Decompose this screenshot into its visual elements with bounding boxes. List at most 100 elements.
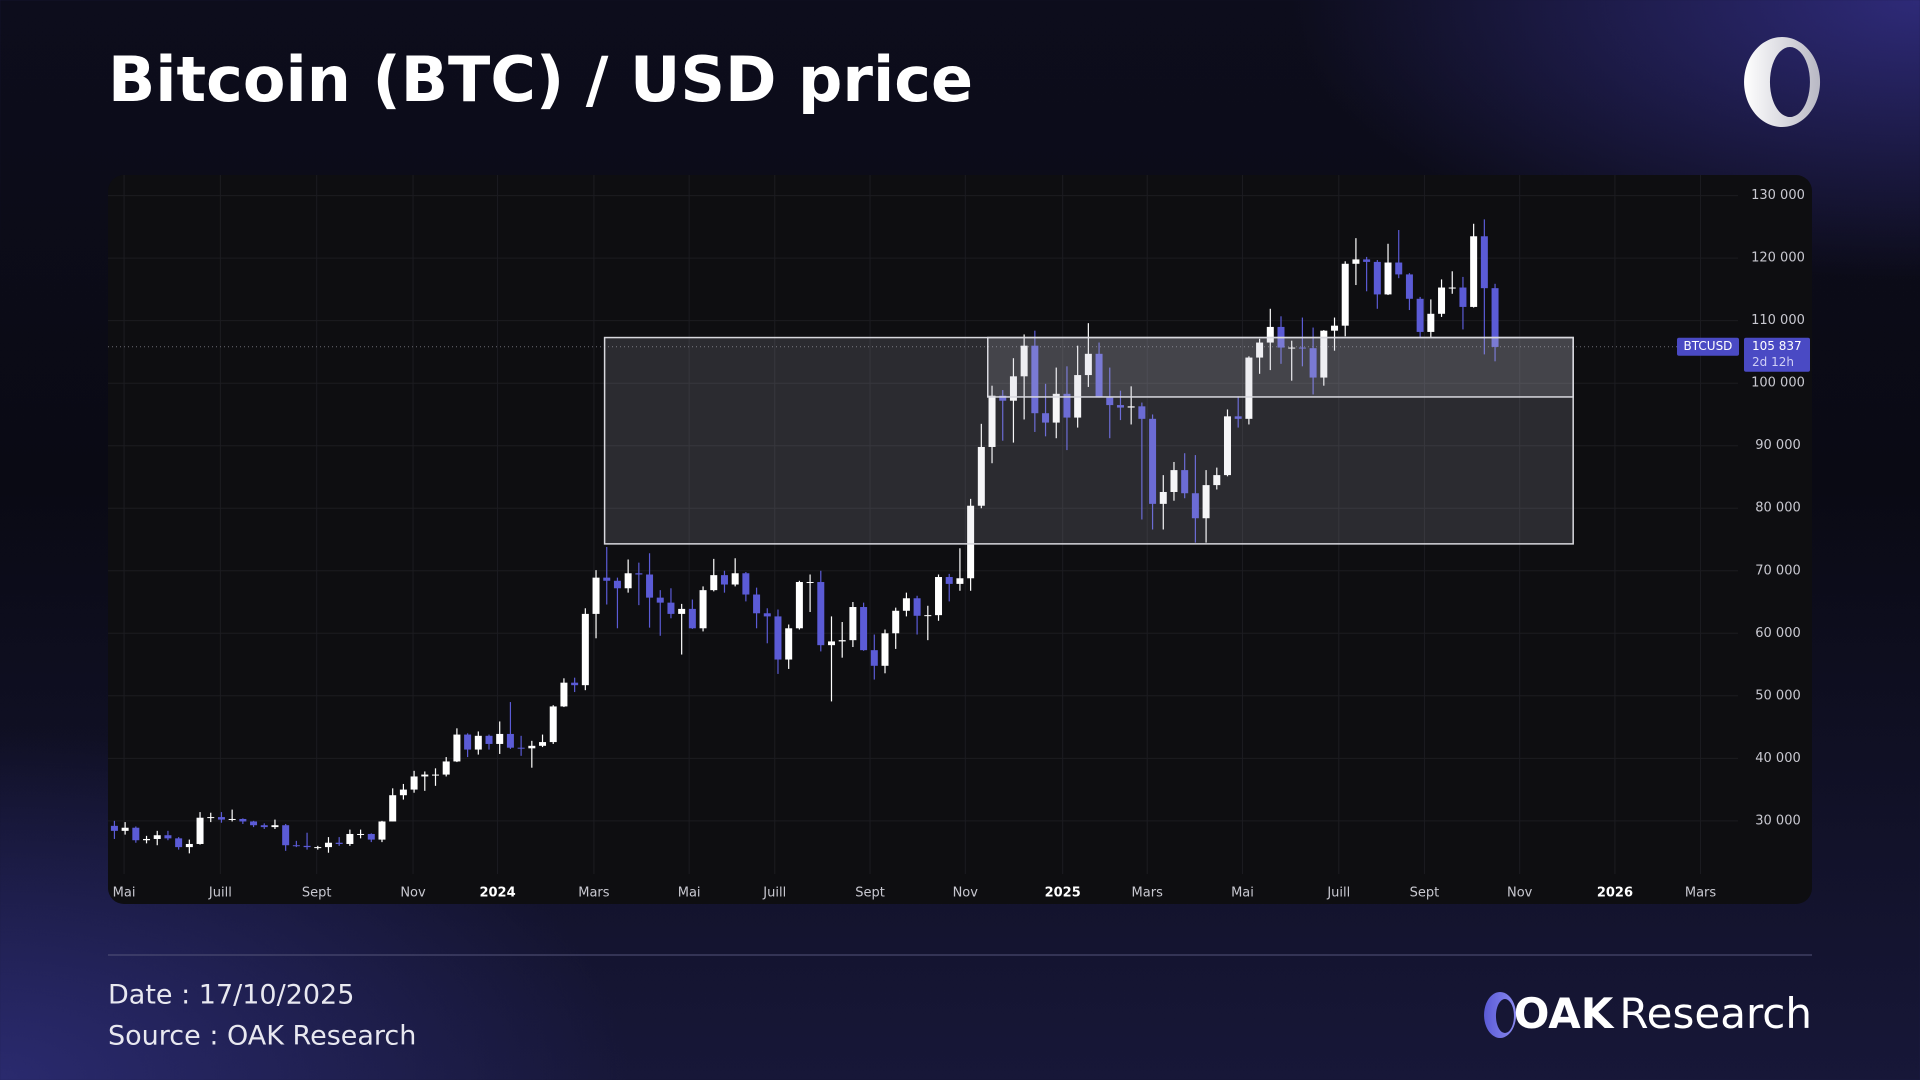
candle-body	[902, 598, 910, 611]
candle-body	[1427, 313, 1435, 332]
x-tick-label: Nov	[400, 886, 426, 901]
y-tick-label: 90 000	[1755, 438, 1801, 453]
candle-body	[1234, 416, 1242, 419]
candle-body	[1331, 325, 1339, 331]
candle-body	[1320, 330, 1328, 378]
candle-body	[410, 776, 418, 790]
x-tick-label: Mars	[1132, 886, 1164, 901]
candle-body	[977, 446, 985, 506]
candle-body	[260, 825, 268, 828]
date: Date : 17/10/2025	[108, 980, 354, 1011]
x-tick-label: Sept	[855, 886, 885, 901]
candle-body	[988, 395, 996, 447]
candle-body	[474, 735, 482, 750]
candle-body	[838, 640, 846, 642]
x-tick-label: Juill	[762, 886, 786, 901]
y-tick-label: 30 000	[1755, 813, 1801, 828]
candle-body	[870, 650, 878, 666]
candle-body	[303, 845, 311, 848]
candle-body	[913, 598, 921, 616]
candle-body	[613, 580, 621, 589]
candle-body	[1288, 347, 1296, 349]
candle-body	[485, 735, 493, 744]
candle-body	[1063, 393, 1071, 418]
zone	[987, 336, 1574, 398]
candle-body	[581, 613, 589, 686]
candle-body	[881, 633, 889, 666]
candle-body	[517, 747, 525, 749]
candle-body	[217, 817, 225, 820]
candle-body	[1009, 376, 1017, 401]
candle-body	[453, 734, 461, 762]
candle-body	[656, 597, 664, 603]
x-tick-label: Nov	[1507, 886, 1533, 901]
candle-body	[185, 843, 193, 848]
candle-body	[228, 818, 236, 820]
x-tick-label: Sept	[302, 886, 332, 901]
y-tick-label: 110 000	[1751, 313, 1805, 328]
candle-body	[678, 608, 686, 614]
candle-body	[603, 577, 611, 581]
y-tick-label: 60 000	[1755, 626, 1801, 641]
countdown-label: 2d 12h	[1752, 355, 1794, 369]
candle-body	[528, 745, 536, 749]
candle-body	[1448, 287, 1456, 289]
candle-body	[1020, 345, 1028, 377]
candle-body	[688, 608, 696, 629]
candle-body	[1052, 393, 1060, 423]
candle-body	[860, 607, 868, 651]
candle-body	[442, 761, 450, 775]
candle-body	[763, 613, 771, 617]
candle-body	[1095, 353, 1103, 398]
candle-body	[956, 578, 964, 584]
candle-body	[1138, 406, 1146, 419]
candle-body	[924, 615, 932, 617]
candle-body	[282, 825, 290, 846]
candle-body	[335, 842, 343, 844]
x-tick-label: 2024	[479, 886, 515, 901]
candle-body	[795, 582, 803, 629]
candle-body	[935, 577, 943, 616]
price-box	[1744, 337, 1810, 372]
candle-body	[945, 577, 953, 584]
candle-body	[153, 835, 161, 839]
candle-body	[143, 838, 151, 841]
x-tick-label: Mai	[678, 886, 701, 901]
candle-body	[324, 842, 332, 848]
brand: OAK Research	[1514, 989, 1812, 1038]
x-tick-label: Mai	[113, 886, 136, 901]
candle-body	[1106, 397, 1114, 406]
candle-body	[1373, 261, 1381, 295]
y-tick-label: 70 000	[1755, 563, 1801, 578]
candle-body	[571, 682, 579, 686]
candle-body	[1438, 287, 1446, 314]
candle-body	[999, 395, 1007, 401]
candle-body	[1084, 353, 1092, 376]
candle-body	[1309, 348, 1317, 378]
candle-body	[367, 833, 375, 840]
candle-body	[1245, 357, 1253, 419]
candle-body	[720, 575, 728, 585]
candle-body	[1470, 236, 1478, 307]
y-tick-label: 80 000	[1755, 501, 1801, 516]
candle-body	[1116, 405, 1124, 408]
candle-body	[496, 733, 504, 744]
candle-body	[560, 682, 568, 707]
candle-body	[1031, 345, 1039, 414]
candle-body	[196, 817, 204, 844]
candle-body	[1352, 259, 1360, 264]
candle-body	[1491, 288, 1499, 347]
candle-body	[1405, 274, 1413, 299]
candle-body	[1459, 287, 1467, 307]
candle-body	[175, 838, 183, 848]
candle-body	[110, 825, 118, 831]
y-tick-label: 120 000	[1751, 251, 1805, 266]
candle-body	[592, 577, 600, 614]
candle-body	[1480, 236, 1488, 289]
candle-body	[506, 733, 514, 748]
candle-body	[346, 833, 354, 844]
candle-body	[699, 590, 707, 629]
x-tick-label: Mars	[578, 886, 610, 901]
